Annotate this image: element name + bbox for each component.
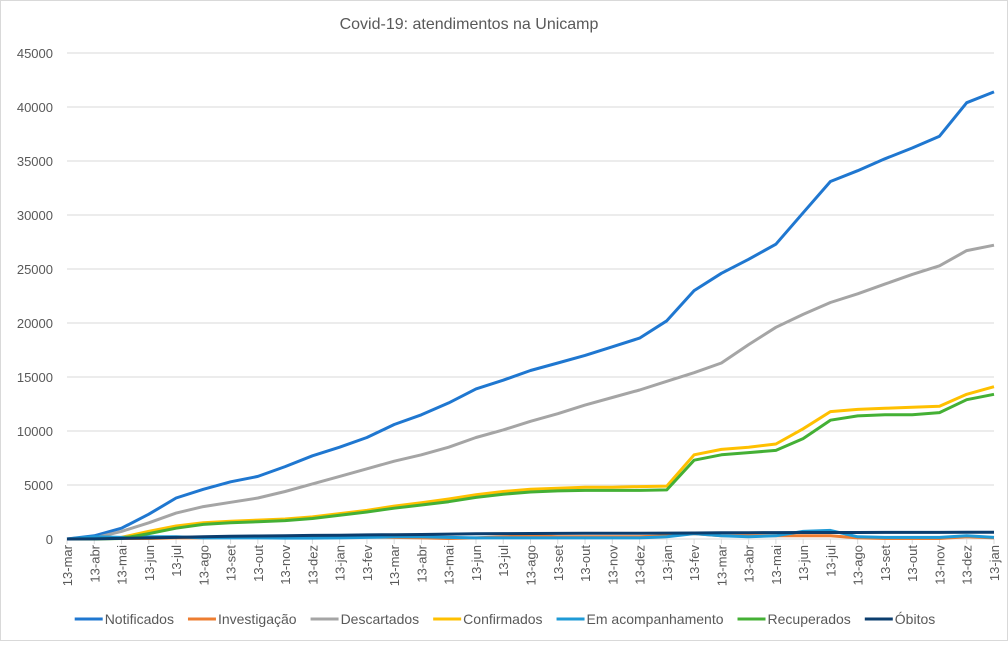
- x-tick-label: 13-jul: [169, 545, 184, 577]
- legend-label: Óbitos: [895, 611, 935, 627]
- x-tick-label: 13-abr: [87, 544, 102, 582]
- x-tick-label: 13-jun: [796, 545, 811, 581]
- x-tick-label: 13-ago: [851, 545, 866, 585]
- x-tick-label: 13-jul: [496, 545, 511, 577]
- y-tick-label: 5000: [24, 478, 53, 493]
- y-tick-label: 35000: [17, 154, 53, 169]
- y-tick-label: 0: [46, 532, 53, 547]
- legend-label: Notificados: [105, 611, 174, 627]
- x-tick-label: 13-mai: [769, 545, 784, 585]
- legend-item: Óbitos: [864, 611, 935, 627]
- y-tick-label: 15000: [17, 370, 53, 385]
- x-tick-label: 13-dez: [633, 545, 648, 585]
- legend-item: Notificados: [74, 611, 174, 627]
- x-tick-label: 13-dez: [305, 545, 320, 585]
- x-tick-label: 13-mai: [115, 545, 130, 585]
- series-line-notificados: [66, 90, 995, 541]
- x-tick-label: 13-mar: [60, 544, 75, 586]
- x-tick-label: 13-jun: [469, 545, 484, 581]
- x-tick-label: 13-jun: [142, 545, 157, 581]
- x-tick-label: 13-set: [551, 545, 566, 582]
- legend-item: Recuperados: [737, 611, 851, 627]
- x-tick-label: 13-ago: [196, 545, 211, 585]
- x-tick-label: 13-set: [878, 545, 893, 582]
- x-tick-label: 13-jan: [333, 545, 348, 581]
- x-tick-label: 13-mar: [387, 544, 402, 586]
- y-axis: 0 5000 10000 15000 20000 25000 30000 35000 40000…: [17, 46, 53, 547]
- gridlines: [67, 52, 994, 486]
- legend-label: Investigação: [218, 611, 297, 627]
- x-tick-label: 13-abr: [742, 544, 757, 582]
- x-tick-label: 13-nov: [605, 545, 620, 585]
- series-line-confirmados: [67, 385, 995, 541]
- x-tick-label: 13-jul: [823, 545, 838, 577]
- legend-label: Recuperados: [768, 611, 851, 627]
- legend-item: Confirmados: [433, 611, 543, 627]
- series-lines: [66, 90, 995, 541]
- series-line-descartados: [66, 243, 995, 541]
- x-tick-label: 13-mar: [714, 544, 729, 586]
- legend-item: Descartados: [310, 611, 420, 627]
- y-tick-label: 20000: [17, 316, 53, 331]
- x-axis: 13-mar 13-abr 13-mai 13-jun 13-jul 13-ago 13-s…: [60, 538, 1002, 586]
- x-tick-label: 13-set: [224, 545, 239, 582]
- x-tick-label: 13-fev: [360, 545, 375, 582]
- x-tick-label: 13-out: [905, 545, 920, 582]
- y-tick-label: 30000: [17, 208, 53, 223]
- legend-label: Em acompanhamento: [587, 611, 724, 627]
- x-tick-label: 13-jan: [660, 545, 675, 581]
- x-tick-label: 13-dez: [960, 545, 975, 585]
- x-tick-label: 13-abr: [414, 544, 429, 582]
- x-tick-label: 13-nov: [278, 545, 293, 585]
- x-tick-label: 13-out: [578, 545, 593, 582]
- legend-label: Descartados: [341, 611, 420, 627]
- series-line-recuperados: [67, 392, 995, 541]
- legend: Notificados Investigação Descartados Confir…: [74, 611, 935, 627]
- x-tick-label: 13-ago: [524, 545, 539, 585]
- x-tick-label: 13-fev: [687, 545, 702, 582]
- series-line--bitos: [66, 530, 994, 541]
- legend-item: Em acompanhamento: [556, 611, 724, 627]
- x-tick-label: 13-nov: [932, 545, 947, 585]
- y-tick-label: 40000: [17, 100, 53, 115]
- y-tick-label: 45000: [17, 46, 53, 61]
- chart-title: Covid-19: atendimentos na Unicamp: [340, 16, 599, 33]
- x-tick-label: 13-jan: [987, 545, 1002, 581]
- y-tick-label: 10000: [17, 424, 53, 439]
- x-tick-label: 13-mai: [442, 545, 457, 585]
- x-tick-label: 13-out: [251, 545, 266, 582]
- y-tick-label: 25000: [17, 262, 53, 277]
- legend-label: Confirmados: [463, 611, 542, 627]
- legend-item: Investigação: [187, 611, 297, 627]
